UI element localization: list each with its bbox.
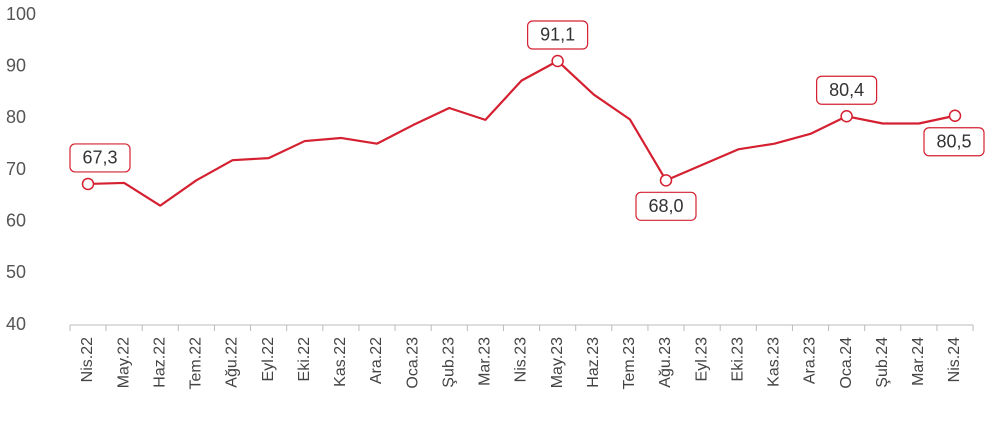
data-point (840, 110, 853, 123)
data-point (948, 109, 962, 122)
value-label: 91,1 (540, 25, 575, 45)
x-tick-label: Nis.22 (79, 337, 96, 382)
x-tick-label: Kas.22 (332, 337, 349, 387)
y-tick-label: 80 (6, 107, 26, 127)
x-tick-label: Oca.23 (404, 337, 421, 389)
value-label-box (816, 75, 878, 105)
x-tick-label: May.22 (115, 337, 132, 388)
y-tick-label: 40 (6, 314, 26, 334)
x-tick-label: Haz.23 (585, 337, 602, 388)
x-tick-label: Eyl.23 (693, 337, 710, 382)
y-tick-label: 70 (6, 159, 26, 179)
x-tick-label: Ara.22 (368, 337, 385, 384)
x-tick-label: Kas.23 (766, 337, 783, 387)
value-label: 67,3 (82, 148, 117, 168)
x-tick-label: Ağu.22 (224, 337, 241, 388)
x-tick-label: Tem.22 (188, 337, 205, 390)
x-tick-label: Şub.24 (874, 337, 891, 388)
x-tick-label: Mar.23 (477, 337, 494, 386)
value-label: 68,0 (648, 196, 683, 216)
value-label: 80,5 (936, 132, 971, 152)
y-tick-label: 60 (6, 210, 26, 230)
y-tick-label: 90 (6, 55, 26, 75)
data-line (87, 59, 956, 207)
x-tick-label: Ağu.23 (657, 337, 674, 388)
x-tick-label: Nis.24 (946, 337, 963, 382)
value-label: 80,4 (829, 80, 864, 100)
x-tick-label: Mar.24 (910, 337, 927, 386)
x-tick-label: Eki.22 (296, 337, 313, 382)
x-tick-label: Haz.22 (151, 337, 168, 388)
x-tick-label: May.23 (549, 337, 566, 388)
value-label-box (69, 143, 131, 173)
value-label-box (527, 20, 589, 50)
x-tick-label: Eki.23 (729, 337, 746, 382)
data-point (551, 54, 564, 68)
x-tick-label: Tem.23 (621, 337, 638, 390)
y-tick-label: 100 (6, 4, 36, 24)
y-tick-label: 50 (6, 262, 26, 282)
x-tick-label: Oca.24 (838, 337, 855, 389)
x-tick-label: Nis.23 (513, 337, 530, 382)
x-tick-label: Eyl.22 (260, 337, 277, 382)
value-label-box (923, 127, 985, 157)
x-tick-label: Ara.23 (802, 337, 819, 384)
data-point (81, 177, 95, 191)
x-tick-label: Şub.23 (440, 337, 457, 388)
value-label-box (635, 191, 697, 221)
data-point (659, 174, 673, 187)
